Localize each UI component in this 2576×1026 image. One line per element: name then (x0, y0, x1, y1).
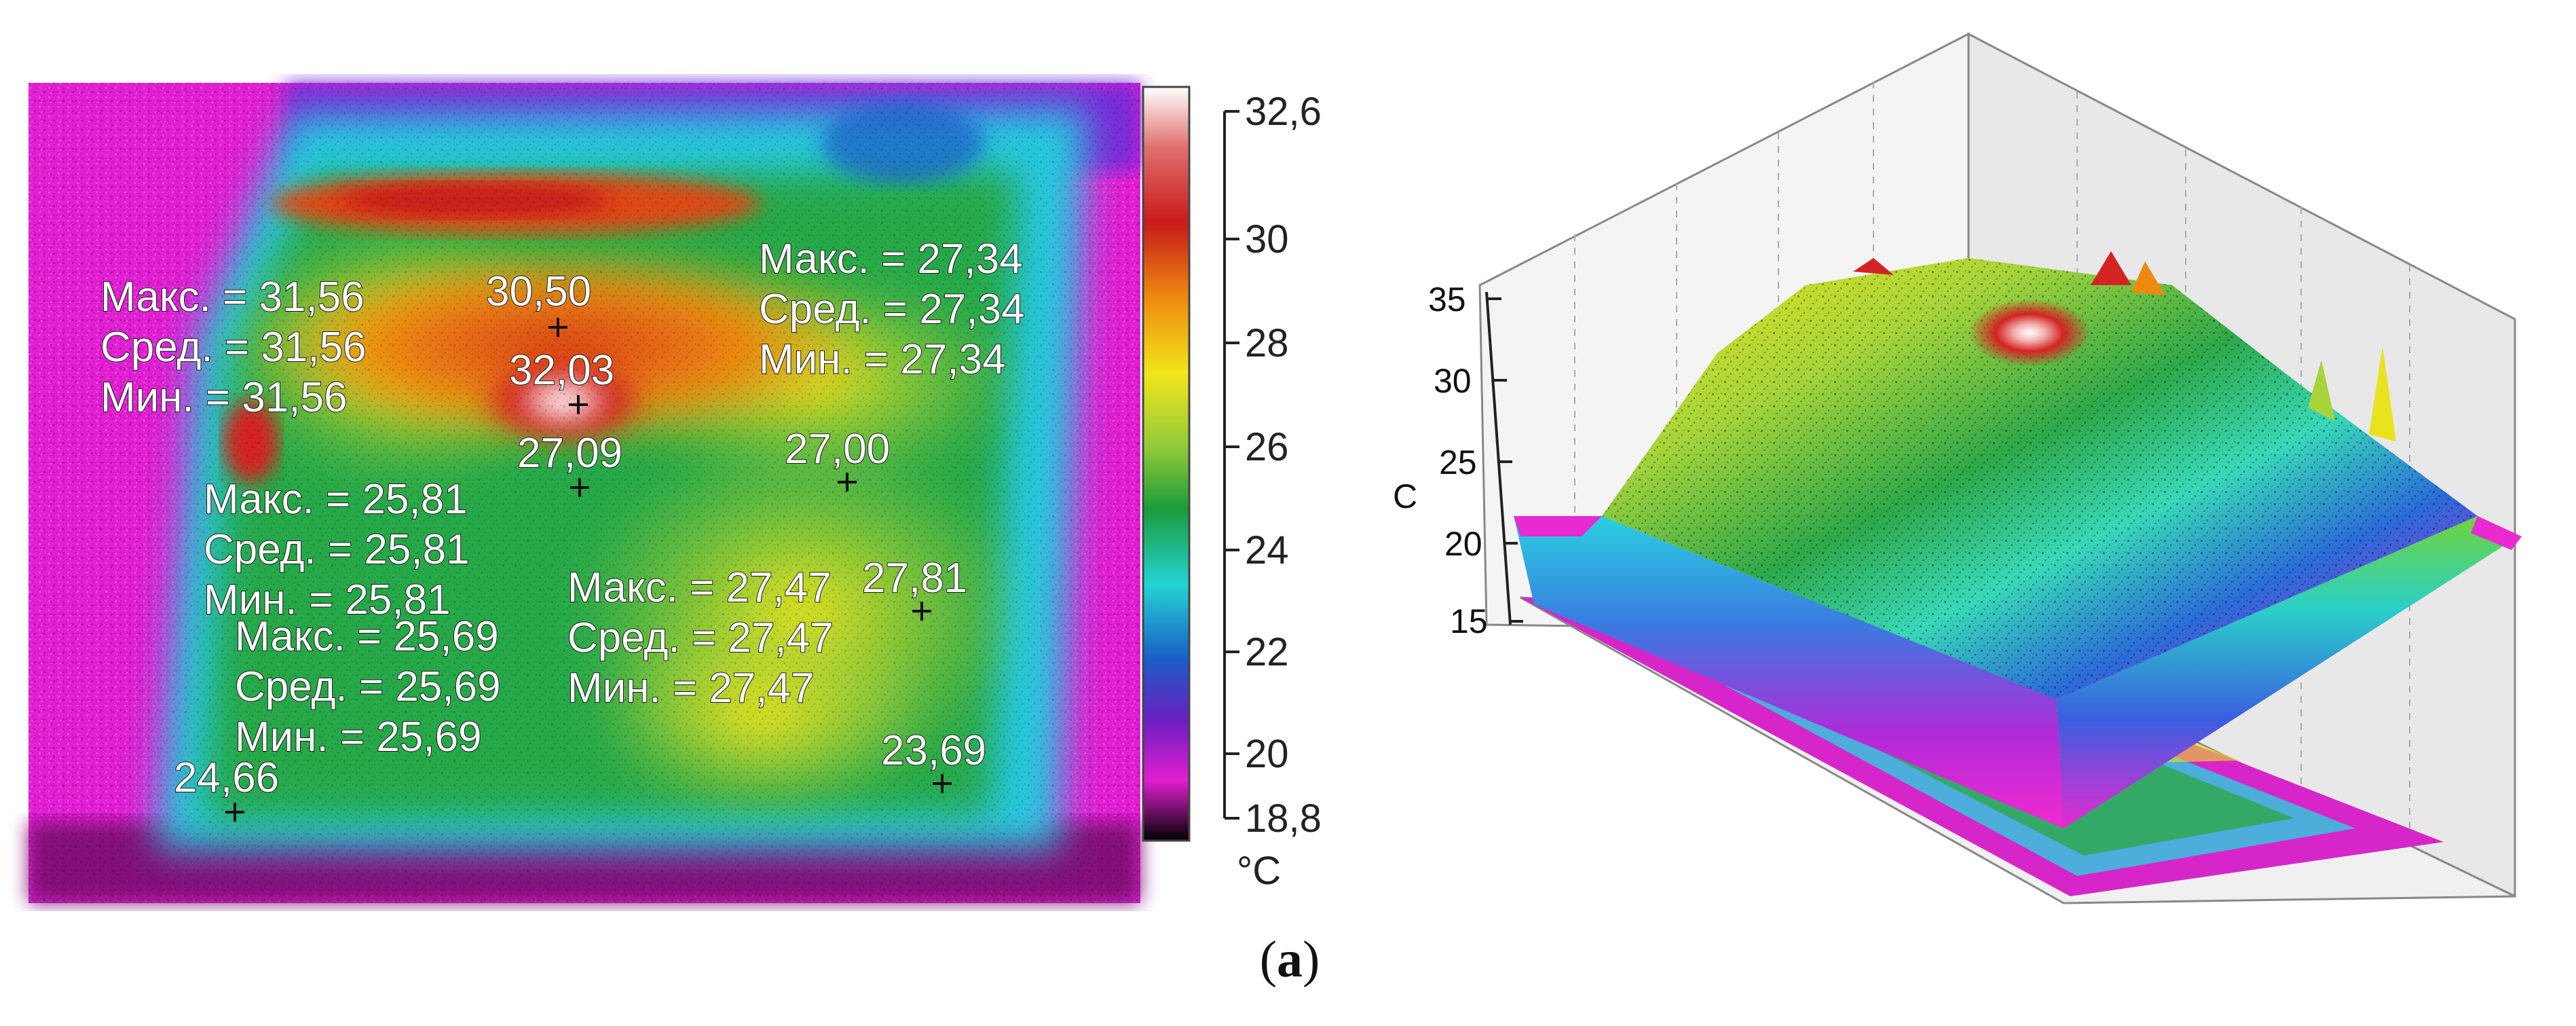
scale-tick: 28 (1245, 321, 1289, 365)
svg-text:Мин. = 27,34: Мин. = 27,34 (759, 336, 1006, 383)
scale-tick: 20 (1245, 732, 1289, 776)
point-labels: 30,50 32,03 27,09 27,00 27,81 24,66 23,6… (173, 268, 987, 802)
z-tick: 35 (1428, 280, 1466, 318)
svg-text:27,09: 27,09 (517, 430, 622, 477)
scale-tick: 18,8 (1245, 796, 1322, 841)
z-axis-label: C (1393, 477, 1417, 515)
scale-tick: 32,6 (1245, 90, 1322, 134)
svg-text:Макс. = 25,69: Макс. = 25,69 (235, 613, 499, 660)
svg-text:Макс. = 27,34: Макс. = 27,34 (759, 236, 1023, 282)
svg-text:Сред. = 27,34: Сред. = 27,34 (759, 286, 1025, 333)
thermogram-image (29, 83, 1140, 903)
surface-plot: 35 30 25 20 15 C (1393, 32, 2522, 904)
svg-text:27,00: 27,00 (785, 426, 890, 473)
measurement-block-4: Макс. = 25,69 Сред. = 25,69 Мин. = 25,69 (234, 612, 502, 761)
svg-text:Макс. = 25,81: Макс. = 25,81 (204, 476, 468, 523)
svg-text:Сред. = 25,81: Сред. = 25,81 (204, 526, 470, 573)
svg-text:23,69: 23,69 (881, 727, 986, 774)
crosshair-markers (225, 318, 952, 822)
measurement-block-3: Макс. = 25,81 Сред. = 25,81 Мин. = 25,81 (203, 475, 470, 624)
figure-caption: (a) (1259, 931, 1320, 988)
svg-text:Сред. = 31,56: Сред. = 31,56 (100, 324, 367, 371)
svg-text:Макс. = 27,47: Макс. = 27,47 (567, 564, 832, 611)
svg-text:27,81: 27,81 (862, 555, 967, 602)
z-tick: 25 (1439, 443, 1477, 481)
scale-tick: 30 (1245, 217, 1289, 261)
scale-unit: °C (1237, 849, 1281, 893)
svg-text:Сред. = 27,47: Сред. = 27,47 (567, 615, 834, 661)
svg-text:Мин. = 27,47: Мин. = 27,47 (567, 665, 815, 712)
svg-text:Мин. = 25,81: Мин. = 25,81 (204, 576, 451, 623)
measurement-block-1: Макс. = 31,56 Сред. = 31,56 Мин. = 31,56 (100, 273, 367, 422)
z-tick: 15 (1450, 602, 1488, 640)
svg-text:Мин. = 31,56: Мин. = 31,56 (100, 374, 348, 421)
svg-text:32,03: 32,03 (509, 347, 614, 394)
z-tick: 30 (1434, 362, 1472, 400)
color-scale: 32,6 30 28 26 24 22 20 18,8 °C (1142, 86, 1322, 893)
scale-tick: 26 (1245, 425, 1289, 469)
scale-tick: 24 (1245, 528, 1289, 572)
z-tick: 20 (1444, 525, 1482, 563)
svg-text:30,50: 30,50 (486, 268, 591, 315)
svg-text:Макс. = 31,56: Макс. = 31,56 (100, 274, 365, 320)
svg-text:Сред. = 25,69: Сред. = 25,69 (235, 663, 501, 710)
svg-text:Мин. = 25,69: Мин. = 25,69 (235, 714, 482, 761)
measurement-block-5: Макс. = 27,47 Сред. = 27,47 Мин. = 27,47 (567, 564, 834, 712)
scale-tick: 22 (1245, 630, 1289, 674)
svg-text:24,66: 24,66 (174, 754, 279, 801)
measurement-block-2: Макс. = 27,34 Сред. = 27,34 Мин. = 27,34 (758, 235, 1026, 384)
